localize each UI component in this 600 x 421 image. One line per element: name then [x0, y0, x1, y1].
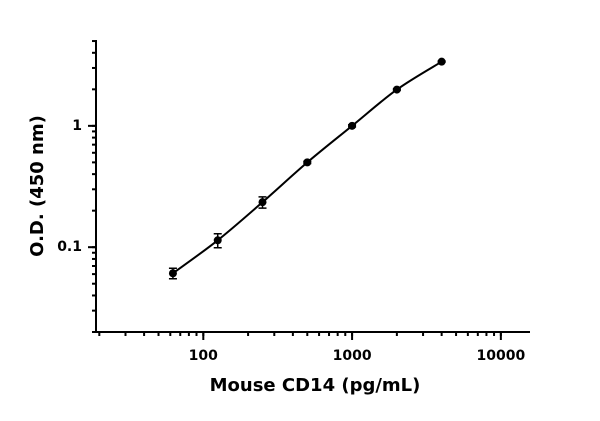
data-point: [258, 198, 267, 207]
fit-curve: [172, 60, 443, 275]
data-point: [213, 236, 222, 245]
y-axis-title: O.D. (450 nm): [27, 115, 48, 257]
x-tick-label: 10000: [476, 348, 525, 364]
data-point: [168, 269, 177, 278]
data-point: [437, 57, 446, 66]
x-tick-label: 1000: [333, 348, 372, 364]
y-tick-label: 0.1: [57, 239, 82, 255]
x-tick-label: 100: [189, 348, 218, 364]
data-point: [348, 121, 357, 130]
y-tick-label: 1: [72, 118, 82, 134]
x-axis-title: Mouse CD14 (pg/mL): [210, 375, 421, 396]
data-point: [303, 158, 312, 167]
data-point: [392, 85, 401, 94]
